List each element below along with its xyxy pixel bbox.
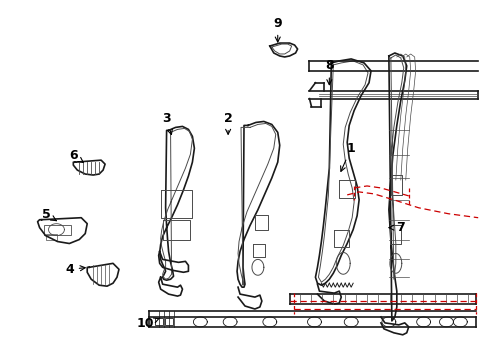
Bar bbox=[154, 318, 163, 325]
Text: 2: 2 bbox=[224, 112, 232, 134]
Text: 10: 10 bbox=[137, 318, 160, 330]
Text: 8: 8 bbox=[325, 59, 333, 85]
Bar bbox=[164, 318, 172, 325]
Bar bbox=[43, 225, 71, 235]
Text: 3: 3 bbox=[162, 112, 172, 135]
Text: 7: 7 bbox=[388, 221, 405, 234]
Text: 5: 5 bbox=[42, 208, 56, 221]
Text: 6: 6 bbox=[69, 149, 83, 162]
Text: 1: 1 bbox=[340, 142, 355, 171]
Text: 9: 9 bbox=[273, 17, 282, 42]
Text: 4: 4 bbox=[65, 263, 85, 276]
Bar bbox=[45, 234, 57, 239]
